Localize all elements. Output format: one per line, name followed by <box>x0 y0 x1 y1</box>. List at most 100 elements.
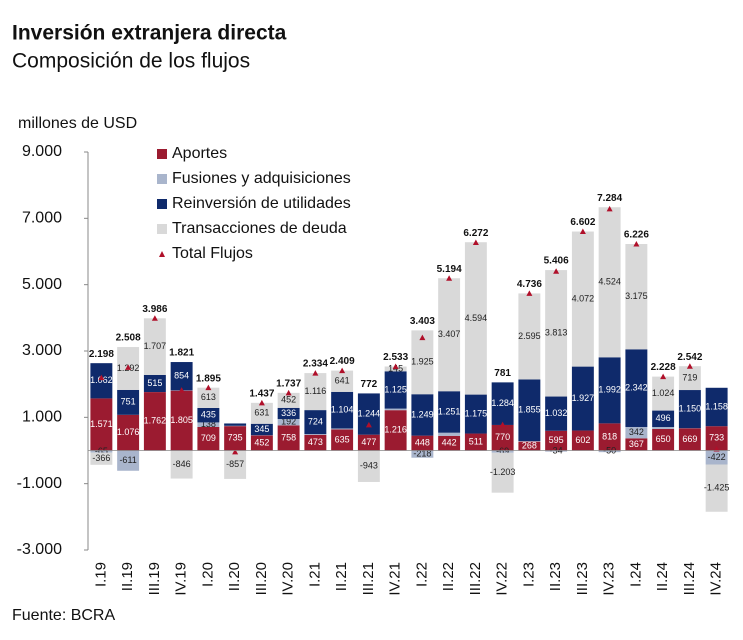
total-marker <box>446 275 453 281</box>
x-tick-label: II.22 <box>440 562 457 591</box>
data-label: 1.216 <box>384 425 407 435</box>
data-label: -69 <box>496 446 509 456</box>
bar-segment <box>304 434 327 435</box>
bar-segment <box>250 435 273 451</box>
bar-segment <box>197 407 220 423</box>
data-label: 1.104 <box>331 405 354 415</box>
data-label: 613 <box>201 392 216 402</box>
bar-segment <box>411 435 434 451</box>
bar-segment <box>491 450 514 453</box>
data-label: -1.425 <box>704 483 730 493</box>
x-tick-label: III.24 <box>681 562 698 595</box>
total-marker <box>258 399 265 406</box>
total-label: 1.821 <box>169 348 194 359</box>
data-label: 770 <box>495 432 510 442</box>
x-tick-label: II.19 <box>119 562 136 591</box>
bar-segment <box>571 430 594 451</box>
total-marker <box>339 367 346 374</box>
bar-segment <box>705 450 728 465</box>
data-label: 650 <box>656 434 671 444</box>
data-label: 602 <box>575 435 590 445</box>
total-label: 5.406 <box>544 256 569 267</box>
total-label: 7.284 <box>597 193 622 204</box>
bar-segment <box>277 425 300 451</box>
bar-segment <box>90 452 113 465</box>
data-label: 4.072 <box>572 293 595 303</box>
bar-segment <box>411 330 434 395</box>
legend-swatch <box>157 224 167 234</box>
bar-segment <box>545 450 568 452</box>
data-label: 1.927 <box>572 393 595 403</box>
x-tick-label: II.21 <box>333 562 350 591</box>
bar-segment <box>652 376 675 411</box>
bar-segment <box>625 349 648 427</box>
legend-swatch <box>157 174 167 184</box>
bar-segment <box>678 390 701 429</box>
total-label: 781 <box>494 368 511 379</box>
x-tick-label: IV.19 <box>173 562 190 596</box>
total-marker <box>232 448 239 455</box>
total-marker <box>125 364 132 370</box>
bar-segment <box>438 391 461 433</box>
data-label: 1.062 <box>90 375 113 385</box>
data-label: 473 <box>308 437 323 447</box>
bar-segment <box>518 379 541 442</box>
x-tick-label: I.19 <box>92 562 109 587</box>
legend-swatch <box>157 149 167 159</box>
chart-title: Inversión extranjera directa <box>12 22 287 45</box>
total-marker <box>606 205 613 212</box>
bar-segment <box>304 410 327 435</box>
bar-segment <box>250 423 273 436</box>
total-label: 772 <box>361 379 378 390</box>
bar-segment <box>224 450 247 479</box>
x-tick-label: III.20 <box>253 562 270 595</box>
y-tick-label: 3.000 <box>22 342 62 359</box>
data-label: 4.594 <box>465 313 488 323</box>
bar-segment <box>545 430 568 451</box>
total-label: 2.228 <box>651 362 676 373</box>
total-label: 4.736 <box>517 279 542 290</box>
data-label: 1.249 <box>411 409 434 419</box>
data-label: 854 <box>174 371 189 381</box>
y-tick-label: 5.000 <box>22 276 62 293</box>
bar-segment <box>411 450 434 458</box>
bar-segment <box>464 242 487 395</box>
data-label: 1.251 <box>438 406 461 416</box>
bar-segment <box>705 426 728 451</box>
total-label: 1.737 <box>276 378 301 389</box>
total-marker <box>579 228 586 235</box>
bar-segment <box>598 207 621 358</box>
data-label: 641 <box>335 376 350 386</box>
data-label: 452 <box>254 437 269 447</box>
data-label: 719 <box>682 372 697 382</box>
x-tick-label: I.22 <box>413 562 430 587</box>
bar-segment <box>491 424 514 451</box>
total-label: 2.334 <box>303 359 328 370</box>
legend-swatch <box>157 199 167 209</box>
bar-segment <box>464 394 487 434</box>
bar-segment <box>331 391 354 429</box>
y-tick-label: 1.000 <box>22 409 62 426</box>
total-marker <box>392 363 399 369</box>
data-label: -218 <box>413 448 431 458</box>
total-label: 2.533 <box>383 352 408 363</box>
data-label: 1.571 <box>90 419 113 429</box>
bar-segment <box>625 244 648 350</box>
bar-segment <box>518 441 541 451</box>
data-label: 709 <box>201 433 216 443</box>
x-tick-label: II.23 <box>547 562 564 591</box>
bar-segment <box>197 426 220 451</box>
total-label: 5.194 <box>437 264 462 275</box>
data-label: 1.992 <box>598 385 621 395</box>
total-marker <box>633 241 640 247</box>
bar-segment <box>678 366 701 391</box>
data-label: 2.595 <box>518 331 541 341</box>
y-tick-label: -1.000 <box>17 475 62 492</box>
data-label: 4.524 <box>598 277 621 287</box>
bar-segment <box>117 450 140 471</box>
data-label: 724 <box>308 416 323 426</box>
data-label: 1.284 <box>491 398 514 408</box>
x-tick-label: I.20 <box>199 562 216 587</box>
bar-segment <box>678 428 701 451</box>
y-axis-label: millones de USD <box>18 115 137 132</box>
